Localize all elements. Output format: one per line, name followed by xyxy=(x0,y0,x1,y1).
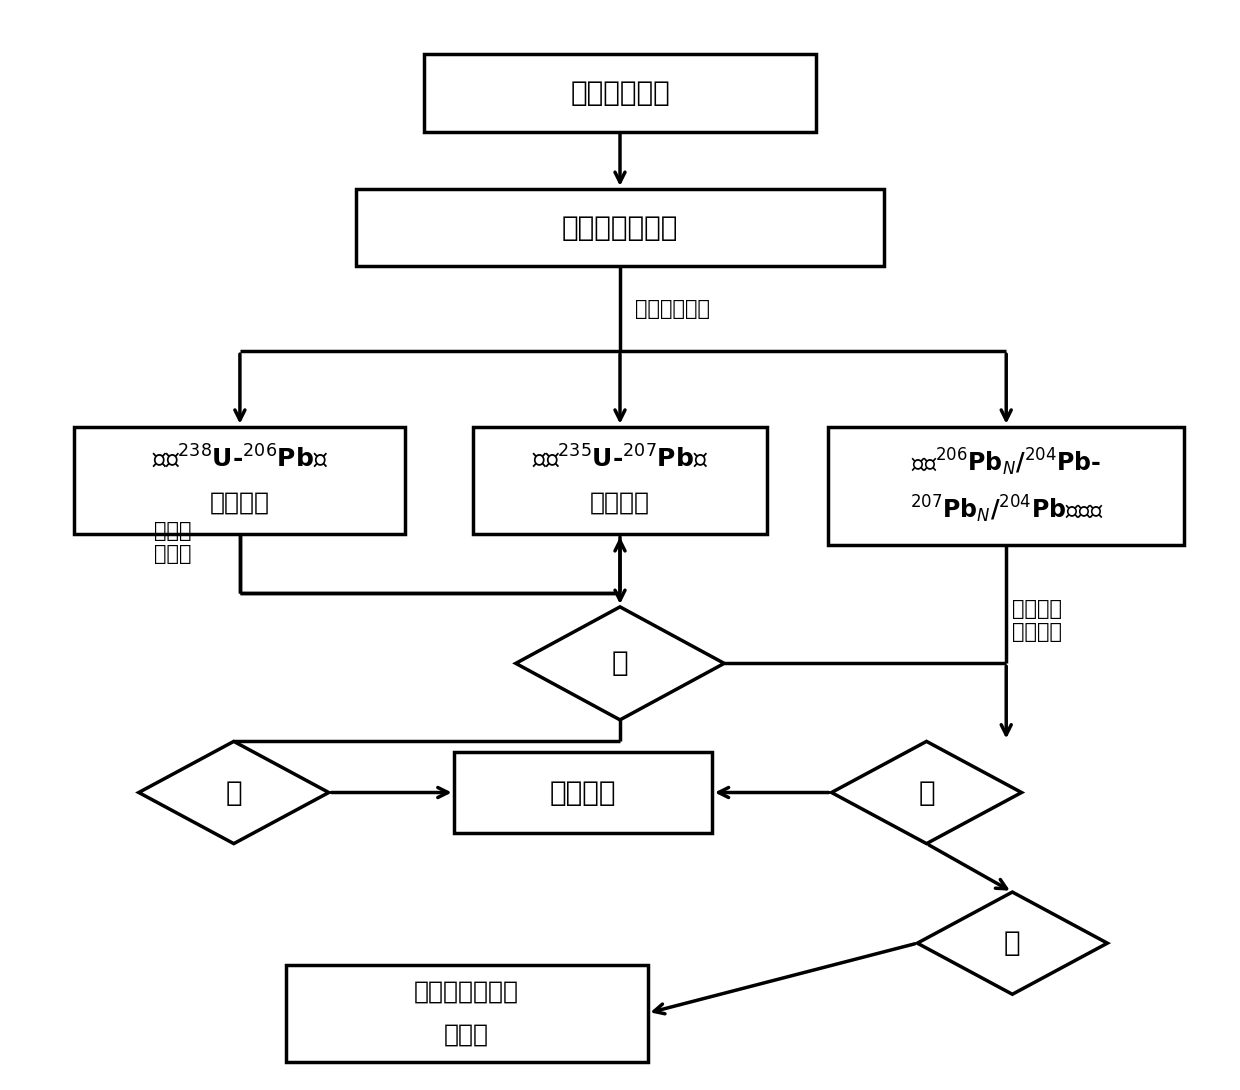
Text: 是: 是 xyxy=(1004,929,1021,957)
Text: 制作$^{206}$Pb$_N$/$^{204}$Pb-: 制作$^{206}$Pb$_N$/$^{204}$Pb- xyxy=(911,447,1101,477)
Polygon shape xyxy=(918,892,1107,994)
Bar xyxy=(472,426,768,534)
Text: 时线年龄: 时线年龄 xyxy=(590,490,650,516)
Text: 判断是
否一致: 判断是 否一致 xyxy=(154,521,191,564)
Text: 矿年龄: 矿年龄 xyxy=(444,1022,490,1046)
Bar xyxy=(828,426,1184,545)
Polygon shape xyxy=(139,741,329,844)
Bar xyxy=(286,965,647,1062)
Text: 否: 否 xyxy=(226,778,242,807)
Text: 对数据进行分组: 对数据进行分组 xyxy=(562,214,678,242)
Text: 拟合$^{235}$U-$^{207}$Pb等: 拟合$^{235}$U-$^{207}$Pb等 xyxy=(532,444,708,472)
Text: 时线年龄: 时线年龄 xyxy=(210,490,270,516)
Text: $^{207}$Pb$_N$/$^{204}$Pb散点图: $^{207}$Pb$_N$/$^{204}$Pb散点图 xyxy=(909,494,1102,525)
Text: 虚假年龄: 虚假年龄 xyxy=(551,778,616,807)
Bar xyxy=(74,426,405,534)
Polygon shape xyxy=(516,607,724,719)
Text: 按组进行统计: 按组进行统计 xyxy=(635,299,709,318)
Text: 是: 是 xyxy=(611,650,629,677)
Text: 否: 否 xyxy=(918,778,935,807)
Text: 判断是否
为一直线: 判断是否 为一直线 xyxy=(1012,598,1063,642)
Bar xyxy=(356,189,884,266)
Text: 处理原始数据: 处理原始数据 xyxy=(570,80,670,107)
Bar xyxy=(455,752,712,833)
Text: 拟合$^{238}$U-$^{206}$Pb等: 拟合$^{238}$U-$^{206}$Pb等 xyxy=(151,444,329,472)
Polygon shape xyxy=(832,741,1022,844)
Text: 为矿床的一期成: 为矿床的一期成 xyxy=(414,980,520,1004)
Bar xyxy=(424,54,816,132)
